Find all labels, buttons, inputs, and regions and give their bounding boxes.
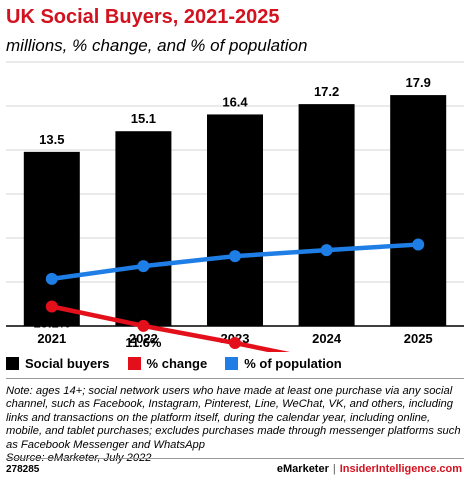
legend-swatch-social-buyers <box>6 357 19 370</box>
legend-label-social-buyers: Social buyers <box>25 356 110 371</box>
population-point <box>320 244 333 257</box>
bar-value-label: 17.2 <box>314 84 339 99</box>
chart-plot: 13.515.116.417.217.920212022202320242025… <box>6 61 464 352</box>
chart-title: UK Social Buyers, 2021-2025 <box>6 6 280 28</box>
bar-social-buyers <box>207 114 263 326</box>
bar-social-buyers <box>298 104 355 327</box>
population-point <box>412 238 425 251</box>
note-block: Note: ages 14+; social network users who… <box>6 385 464 465</box>
legend-item-social-buyers: Social buyers <box>6 356 110 371</box>
population-point <box>45 272 58 285</box>
chart-subtitle: millions, % change, and % of population <box>6 36 308 55</box>
footer-separator: | <box>332 463 336 475</box>
note-text: Note: ages 14+; social network users who… <box>6 385 461 451</box>
population-label: 20.1% <box>33 255 70 270</box>
legend-label-change: % change <box>146 356 208 371</box>
change-label: 15.1% <box>33 315 70 330</box>
population-label: 25.3% <box>308 226 345 241</box>
x-tick-label: 2022 <box>129 331 158 346</box>
population-point <box>137 260 150 273</box>
bar-value-label: 16.4 <box>222 94 248 109</box>
change-point <box>137 319 150 332</box>
change-point <box>229 336 241 349</box>
legend-label-population: % of population <box>244 356 342 371</box>
legend-item-population: % of population <box>225 356 342 371</box>
x-tick-label: 2021 <box>37 331 66 346</box>
population-label: 22.4% <box>125 242 162 257</box>
bar-value-label: 17.9 <box>406 75 431 90</box>
footer-brand-emarketer: eMarketer <box>276 463 329 475</box>
bar-value-label: 15.1 <box>131 111 156 126</box>
population-label: 26.3% <box>400 221 437 236</box>
divider-bottom <box>6 458 464 459</box>
legend-item-change: % change <box>127 356 208 371</box>
change-point <box>45 300 58 313</box>
population-point <box>229 250 241 263</box>
legend-swatch-change <box>127 357 141 370</box>
legend: Social buyers % change % of population <box>6 356 360 371</box>
divider-top <box>6 378 464 379</box>
change-label: 11.6% <box>125 335 162 350</box>
footer-chart-id: 278285 <box>6 464 40 475</box>
bar-social-buyers <box>23 151 80 326</box>
population-label: 24.2% <box>217 232 254 247</box>
legend-swatch-population <box>225 357 239 370</box>
x-tick-label: 2025 <box>404 331 433 346</box>
bar-social-buyers <box>115 131 172 326</box>
bar-value-label: 13.5 <box>39 132 64 147</box>
footer-brand: eMarketer | InsiderIntelligence.com <box>277 463 462 475</box>
bar-social-buyers <box>390 95 447 326</box>
footer-brand-insider: InsiderIntelligence.com <box>339 463 462 475</box>
x-tick-label: 2024 <box>312 331 342 346</box>
